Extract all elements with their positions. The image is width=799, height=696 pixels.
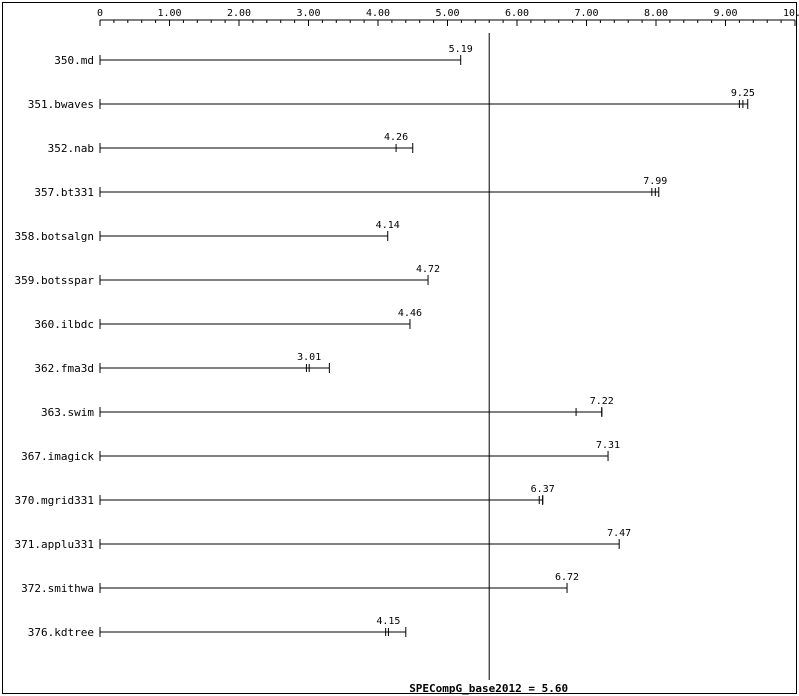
benchmark-row: 358.botsalgn 4.14	[15, 220, 400, 243]
x-tick-label: 4.00	[366, 8, 390, 19]
x-tick-label: 9.00	[713, 8, 737, 19]
benchmark-row: 376.kdtree 4.15	[28, 616, 406, 639]
benchmark-value: 4.15	[376, 616, 400, 627]
benchmark-value: 6.72	[555, 572, 579, 583]
x-tick-label: 8.00	[644, 8, 668, 19]
benchmark-value: 7.31	[596, 440, 620, 451]
reference-label: SPECompG_base2012 = 5.60	[409, 682, 568, 695]
benchmark-row: 350.md 5.19	[54, 44, 473, 67]
benchmark-value: 9.25	[731, 88, 755, 99]
benchmark-label: 352.nab	[48, 142, 94, 155]
x-tick-label: 10.0	[783, 8, 799, 19]
benchmark-label: 358.botsalgn	[15, 230, 94, 243]
benchmark-label: 351.bwaves	[28, 98, 94, 111]
x-tick-label: 1.00	[157, 8, 181, 19]
benchmark-label: 363.swim	[41, 406, 94, 419]
benchmark-row: 357.bt331 7.99	[34, 176, 667, 199]
benchmark-row: 362.fma3d 3.01	[34, 352, 329, 375]
benchmark-row: 352.nab 4.26	[48, 132, 413, 155]
benchmark-value: 7.22	[590, 396, 614, 407]
benchmark-row: 360.ilbdc 4.46	[34, 308, 422, 331]
benchmark-label: 350.md	[54, 54, 94, 67]
benchmark-label: 372.smithwa	[21, 582, 94, 595]
benchmark-value: 4.72	[416, 264, 440, 275]
benchmark-value: 7.99	[643, 176, 667, 187]
benchmark-value: 6.37	[531, 484, 555, 495]
benchmark-value: 3.01	[297, 352, 321, 363]
chart-border	[3, 3, 797, 694]
benchmark-value: 7.47	[607, 528, 631, 539]
benchmark-row: 372.smithwa 6.72	[21, 572, 579, 595]
benchmark-label: 370.mgrid331	[15, 494, 94, 507]
benchmark-label: 357.bt331	[34, 186, 94, 199]
benchmark-row: 359.botsspar 4.72	[15, 264, 441, 287]
x-tick-label: 7.00	[574, 8, 598, 19]
benchmark-label: 371.applu331	[15, 538, 94, 551]
benchmark-value: 4.14	[376, 220, 400, 231]
benchmark-row: 371.applu331 7.47	[15, 528, 632, 551]
benchmark-label: 359.botsspar	[15, 274, 95, 287]
benchmark-value: 5.19	[449, 44, 473, 55]
x-tick-label: 2.00	[227, 8, 251, 19]
benchmark-value: 4.26	[384, 132, 408, 143]
benchmark-label: 367.imagick	[21, 450, 94, 463]
benchmark-row: 370.mgrid331 6.37	[15, 484, 555, 507]
benchmark-row: 363.swim 7.22	[41, 396, 614, 419]
x-tick-label: 3.00	[296, 8, 320, 19]
benchmark-value: 4.46	[398, 308, 422, 319]
x-tick-label: 0	[97, 8, 103, 19]
benchmark-label: 360.ilbdc	[34, 318, 94, 331]
benchmark-label: 362.fma3d	[34, 362, 94, 375]
benchmark-row: 367.imagick 7.31	[21, 440, 620, 463]
spec-benchmark-chart: 0 1.00 2.00 3.00 4.00 5.00 6.00 7.00 8.00 9.00 10.…	[0, 0, 799, 696]
benchmark-label: 376.kdtree	[28, 626, 94, 639]
benchmark-row: 351.bwaves 9.25	[28, 88, 755, 111]
x-tick-label: 6.00	[505, 8, 529, 19]
x-tick-label: 5.00	[435, 8, 459, 19]
